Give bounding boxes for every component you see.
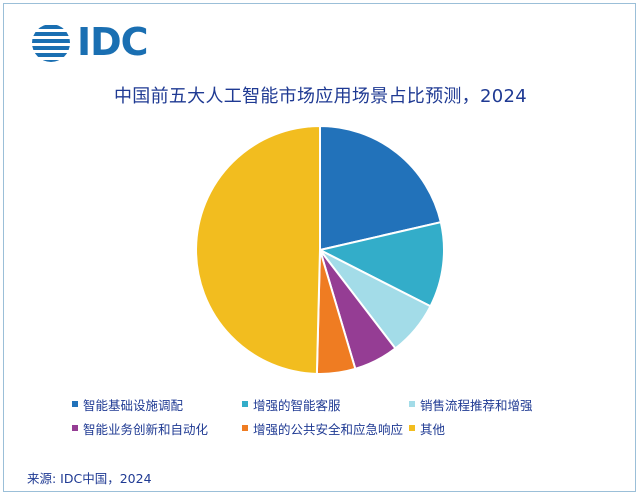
legend-label: 增强的智能客服	[253, 397, 341, 413]
legend-swatch	[72, 401, 78, 407]
legend-item: 增强的智能客服	[242, 395, 341, 413]
globe-icon	[32, 25, 70, 62]
legend-item: 智能业务创新和自动化	[72, 419, 208, 437]
legend-swatch	[409, 401, 415, 407]
legend-label: 智能基础设施调配	[83, 397, 184, 413]
idc-logo: IDC	[30, 20, 154, 64]
legend-swatch	[242, 425, 248, 431]
legend-label: 其他	[420, 421, 446, 437]
legend-item: 增强的公共安全和应急响应	[242, 419, 403, 437]
legend-label: 销售流程推荐和增强	[420, 397, 533, 413]
source-note: 来源: IDC中国，2024	[27, 471, 152, 486]
legend-item: 销售流程推荐和增强	[409, 395, 533, 413]
legend-swatch	[72, 425, 78, 431]
legend-label: 增强的公共安全和应急响应	[253, 421, 404, 437]
legend-item: 智能基础设施调配	[72, 395, 183, 413]
chart-title: 中国前五大人工智能市场应用场景占比预测，2024	[113, 86, 527, 107]
legend-item: 其他	[409, 419, 445, 437]
pie-slice-2	[317, 220, 445, 308]
pie-slice-1	[319, 124, 443, 252]
pie-slice-6	[195, 124, 321, 375]
logo-text: IDC	[77, 20, 149, 64]
legend-swatch	[409, 425, 415, 431]
pie-chart	[195, 124, 445, 375]
legend-label: 智能业务创新和自动化	[83, 421, 209, 437]
legend-swatch	[242, 401, 248, 407]
